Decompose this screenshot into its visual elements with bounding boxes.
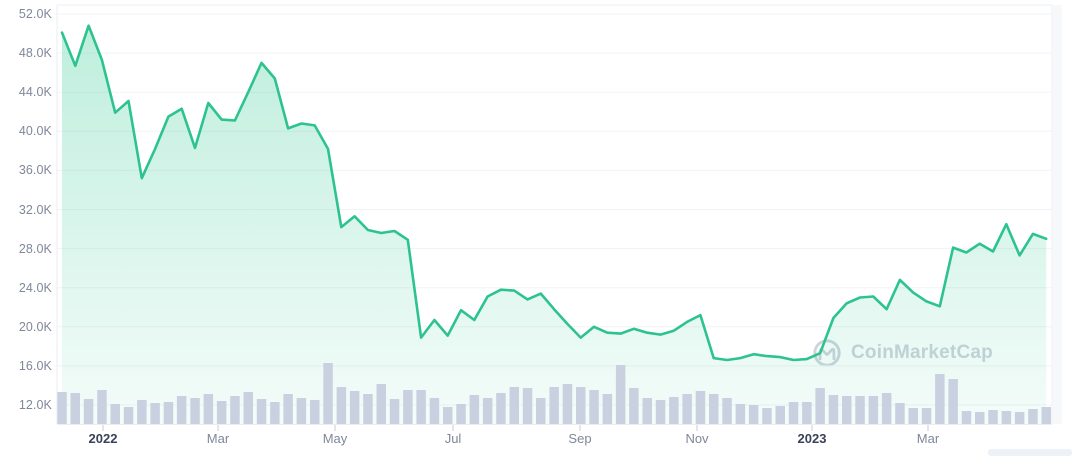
volume-bars	[57, 363, 1051, 424]
volume-bar	[961, 411, 972, 424]
volume-bar	[110, 404, 120, 424]
volume-bar	[921, 408, 932, 424]
volume-bar	[482, 398, 493, 424]
volume-bar	[230, 396, 240, 424]
volume-bar	[669, 397, 679, 424]
volume-bar	[748, 405, 759, 424]
volume-bar	[762, 408, 772, 424]
volume-bar	[403, 390, 413, 424]
volume-bar	[336, 387, 347, 424]
volume-bar	[310, 400, 320, 424]
volume-bar	[323, 363, 333, 424]
volume-bar	[709, 394, 719, 424]
volume-bar	[496, 393, 506, 424]
scrollbar-thumb[interactable]	[988, 449, 1072, 456]
volume-bar	[842, 396, 852, 424]
volume-bar	[123, 407, 134, 424]
volume-bar	[549, 387, 559, 424]
volume-bar	[735, 404, 746, 424]
volume-bar	[975, 412, 985, 424]
volume-bar	[815, 388, 825, 424]
volume-bar	[536, 398, 546, 424]
volume-bar	[576, 387, 586, 424]
volume-bar	[602, 394, 613, 424]
volume-bar	[1001, 411, 1012, 424]
volume-bar	[216, 401, 227, 424]
volume-bar	[562, 384, 573, 424]
volume-bar	[150, 403, 160, 424]
volume-bar	[57, 392, 67, 424]
volume-bar	[509, 387, 519, 424]
volume-bar	[642, 398, 652, 424]
volume-bar	[935, 374, 945, 424]
volume-bar	[788, 402, 799, 424]
volume-bar	[270, 402, 280, 424]
volume-bar	[775, 406, 785, 424]
price-line	[60, 24, 1048, 362]
volume-bar	[176, 396, 187, 424]
volume-bar	[908, 408, 918, 424]
volume-bar	[682, 394, 692, 424]
volume-bar	[416, 390, 426, 424]
volume-bar	[70, 393, 80, 424]
volume-bar	[429, 398, 440, 424]
area-fill	[62, 25, 1047, 424]
volume-bar	[615, 365, 626, 424]
volume-bar	[629, 388, 639, 424]
volume-bar	[695, 391, 706, 424]
volume-bar	[895, 403, 905, 424]
volume-bar	[97, 390, 107, 424]
volume-bar	[469, 395, 480, 424]
volume-bar	[1028, 409, 1038, 424]
volume-bar	[948, 379, 958, 424]
volume-bar	[522, 388, 533, 424]
right-gutter	[1053, 5, 1062, 424]
volume-bar	[988, 410, 998, 424]
volume-bar	[376, 384, 386, 424]
volume-bar	[655, 400, 666, 424]
volume-bar	[283, 394, 293, 424]
volume-bar	[855, 396, 865, 424]
volume-bar	[828, 395, 839, 424]
volume-bar	[163, 402, 174, 424]
volume-bar	[256, 399, 267, 424]
volume-bar	[296, 398, 307, 424]
volume-bar	[881, 393, 892, 424]
volume-bar	[722, 398, 732, 424]
volume-bar	[1014, 412, 1025, 424]
volume-bar	[243, 392, 253, 424]
volume-bar	[443, 407, 453, 424]
volume-bar	[363, 394, 373, 424]
volume-bar	[589, 390, 599, 424]
volume-bar	[83, 399, 94, 424]
volume-bar	[868, 396, 879, 424]
volume-bar	[802, 402, 812, 424]
volume-bar	[203, 394, 214, 424]
volume-bar	[137, 400, 147, 424]
volume-bar	[389, 399, 400, 424]
volume-bar	[456, 404, 466, 424]
volume-bar	[349, 391, 360, 424]
volume-bar	[1041, 407, 1051, 424]
volume-bar	[190, 398, 200, 424]
